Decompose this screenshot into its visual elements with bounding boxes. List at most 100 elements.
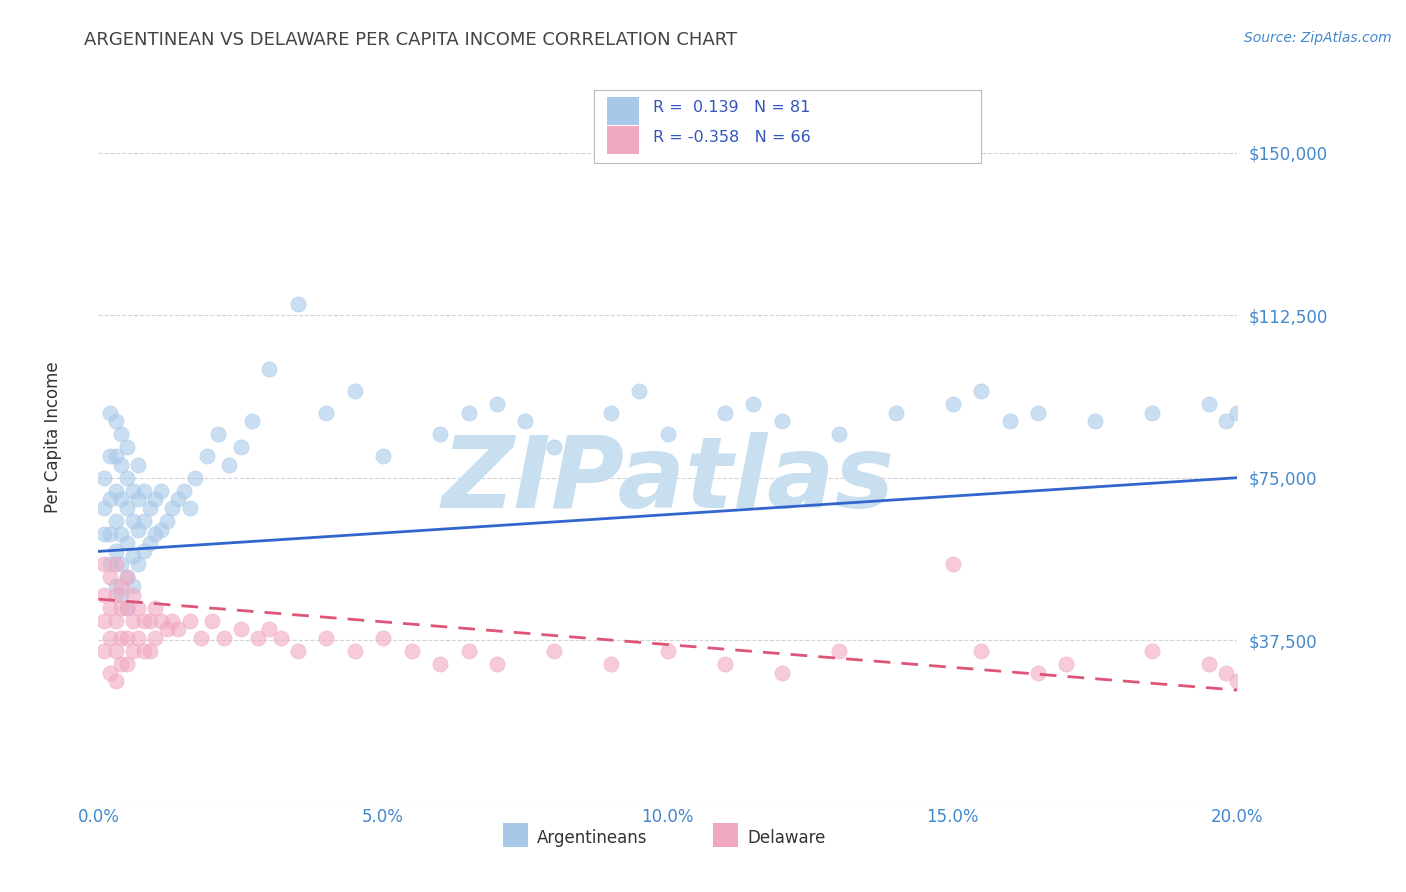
Point bbox=[127, 558, 149, 572]
Point bbox=[1140, 406, 1163, 420]
Point bbox=[167, 623, 190, 637]
Point bbox=[104, 558, 127, 572]
Point bbox=[1140, 644, 1163, 658]
Point bbox=[742, 397, 765, 411]
Point bbox=[173, 483, 195, 498]
Point bbox=[121, 614, 143, 628]
Point bbox=[121, 514, 143, 528]
Point bbox=[1026, 406, 1049, 420]
Point bbox=[104, 674, 127, 689]
Point bbox=[515, 414, 537, 428]
Point bbox=[190, 631, 212, 645]
Point bbox=[315, 631, 337, 645]
Point bbox=[343, 644, 366, 658]
Point bbox=[150, 523, 173, 537]
Point bbox=[1198, 657, 1220, 672]
Point bbox=[259, 623, 281, 637]
Point bbox=[1226, 406, 1249, 420]
Point bbox=[93, 527, 115, 541]
Point bbox=[1198, 397, 1220, 411]
Point bbox=[246, 631, 269, 645]
Point bbox=[115, 441, 138, 455]
Point bbox=[115, 471, 138, 485]
Point bbox=[162, 614, 184, 628]
FancyBboxPatch shape bbox=[593, 90, 981, 163]
Point bbox=[110, 600, 132, 615]
Point bbox=[115, 570, 138, 584]
Point bbox=[212, 631, 235, 645]
Point bbox=[104, 544, 127, 558]
Point bbox=[138, 644, 160, 658]
Point bbox=[104, 644, 127, 658]
Point bbox=[457, 406, 479, 420]
Point bbox=[104, 579, 127, 593]
Point bbox=[93, 588, 115, 602]
Point bbox=[110, 427, 132, 442]
Point bbox=[229, 441, 252, 455]
Point bbox=[229, 623, 252, 637]
Point bbox=[998, 414, 1021, 428]
Point bbox=[132, 544, 155, 558]
Point bbox=[110, 558, 132, 572]
FancyBboxPatch shape bbox=[713, 823, 738, 847]
Point bbox=[98, 406, 121, 420]
Point bbox=[543, 441, 565, 455]
Point bbox=[486, 657, 509, 672]
Point bbox=[110, 527, 132, 541]
Point bbox=[218, 458, 240, 472]
FancyBboxPatch shape bbox=[607, 97, 640, 125]
Point bbox=[98, 449, 121, 463]
Point bbox=[93, 558, 115, 572]
Point bbox=[1026, 665, 1049, 680]
Point bbox=[156, 623, 179, 637]
Point bbox=[98, 631, 121, 645]
Point bbox=[1084, 414, 1107, 428]
Point bbox=[93, 614, 115, 628]
Point bbox=[145, 492, 167, 507]
Point bbox=[1215, 414, 1237, 428]
Point bbox=[110, 588, 132, 602]
Point bbox=[287, 644, 309, 658]
Point bbox=[110, 458, 132, 472]
Point bbox=[98, 558, 121, 572]
Point bbox=[343, 384, 366, 398]
Text: ARGENTINEAN VS DELAWARE PER CAPITA INCOME CORRELATION CHART: ARGENTINEAN VS DELAWARE PER CAPITA INCOM… bbox=[84, 31, 738, 49]
Text: Argentineans: Argentineans bbox=[537, 829, 647, 847]
Text: R = -0.358   N = 66: R = -0.358 N = 66 bbox=[652, 129, 811, 145]
Point bbox=[145, 600, 167, 615]
Point bbox=[104, 449, 127, 463]
Point bbox=[127, 492, 149, 507]
Point bbox=[162, 501, 184, 516]
Point bbox=[127, 458, 149, 472]
Point bbox=[373, 449, 395, 463]
Point bbox=[138, 535, 160, 549]
Point bbox=[657, 644, 679, 658]
Point bbox=[270, 631, 292, 645]
Point bbox=[115, 501, 138, 516]
Point bbox=[115, 657, 138, 672]
Point bbox=[429, 427, 451, 442]
Point bbox=[93, 471, 115, 485]
Point bbox=[98, 527, 121, 541]
Point bbox=[104, 514, 127, 528]
Point bbox=[115, 535, 138, 549]
Point bbox=[127, 600, 149, 615]
Point bbox=[201, 614, 224, 628]
Point bbox=[104, 414, 127, 428]
Text: Delaware: Delaware bbox=[748, 829, 825, 847]
Point bbox=[770, 665, 793, 680]
Point bbox=[104, 614, 127, 628]
Point bbox=[457, 644, 479, 658]
Point bbox=[98, 665, 121, 680]
FancyBboxPatch shape bbox=[607, 126, 640, 154]
Point bbox=[145, 527, 167, 541]
Point bbox=[127, 523, 149, 537]
Point bbox=[970, 384, 993, 398]
Point bbox=[115, 570, 138, 584]
Point bbox=[98, 492, 121, 507]
Point bbox=[138, 501, 160, 516]
Point bbox=[110, 492, 132, 507]
Point bbox=[828, 427, 851, 442]
FancyBboxPatch shape bbox=[503, 823, 527, 847]
Point bbox=[150, 483, 173, 498]
